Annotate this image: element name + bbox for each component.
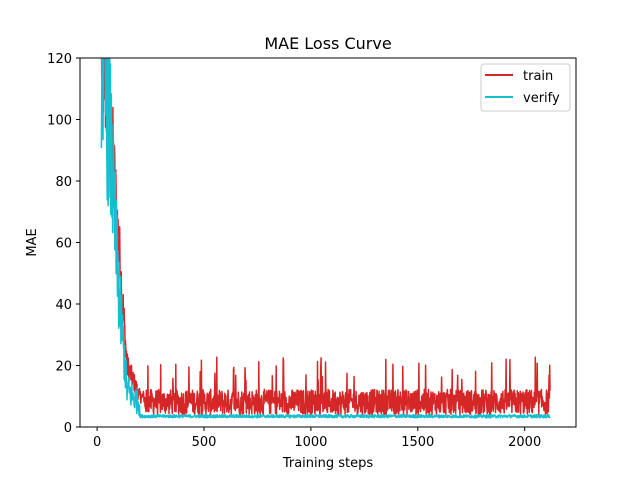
x-tick-label: 1000 [294,435,327,450]
x-tick-label: 2000 [508,435,541,450]
y-tick-label: 0 [64,421,72,436]
legend: train verify [480,63,571,112]
chart-title: MAE Loss Curve [264,34,391,53]
y-axis-ticks: 0 20 40 60 80 100 120 [47,52,80,436]
x-tick-label: 1500 [401,435,434,450]
legend-label-verify: verify [523,91,560,106]
x-axis-ticks: 0 500 1000 1500 2000 [93,427,541,450]
x-axis-label: Training steps [282,456,374,471]
x-tick-label: 500 [192,435,217,450]
y-tick-label: 20 [55,360,72,375]
y-tick-label: 100 [47,114,72,129]
y-tick-label: 40 [55,298,72,313]
series-line-train [100,58,551,416]
series-line-verify [100,58,551,419]
x-tick-label: 0 [93,435,101,450]
legend-label-train: train [523,69,553,84]
y-tick-label: 80 [55,175,72,190]
y-tick-label: 60 [55,237,72,252]
y-axis-label: MAE [25,228,40,256]
series-layer [100,58,551,419]
y-tick-label: 120 [47,52,72,67]
